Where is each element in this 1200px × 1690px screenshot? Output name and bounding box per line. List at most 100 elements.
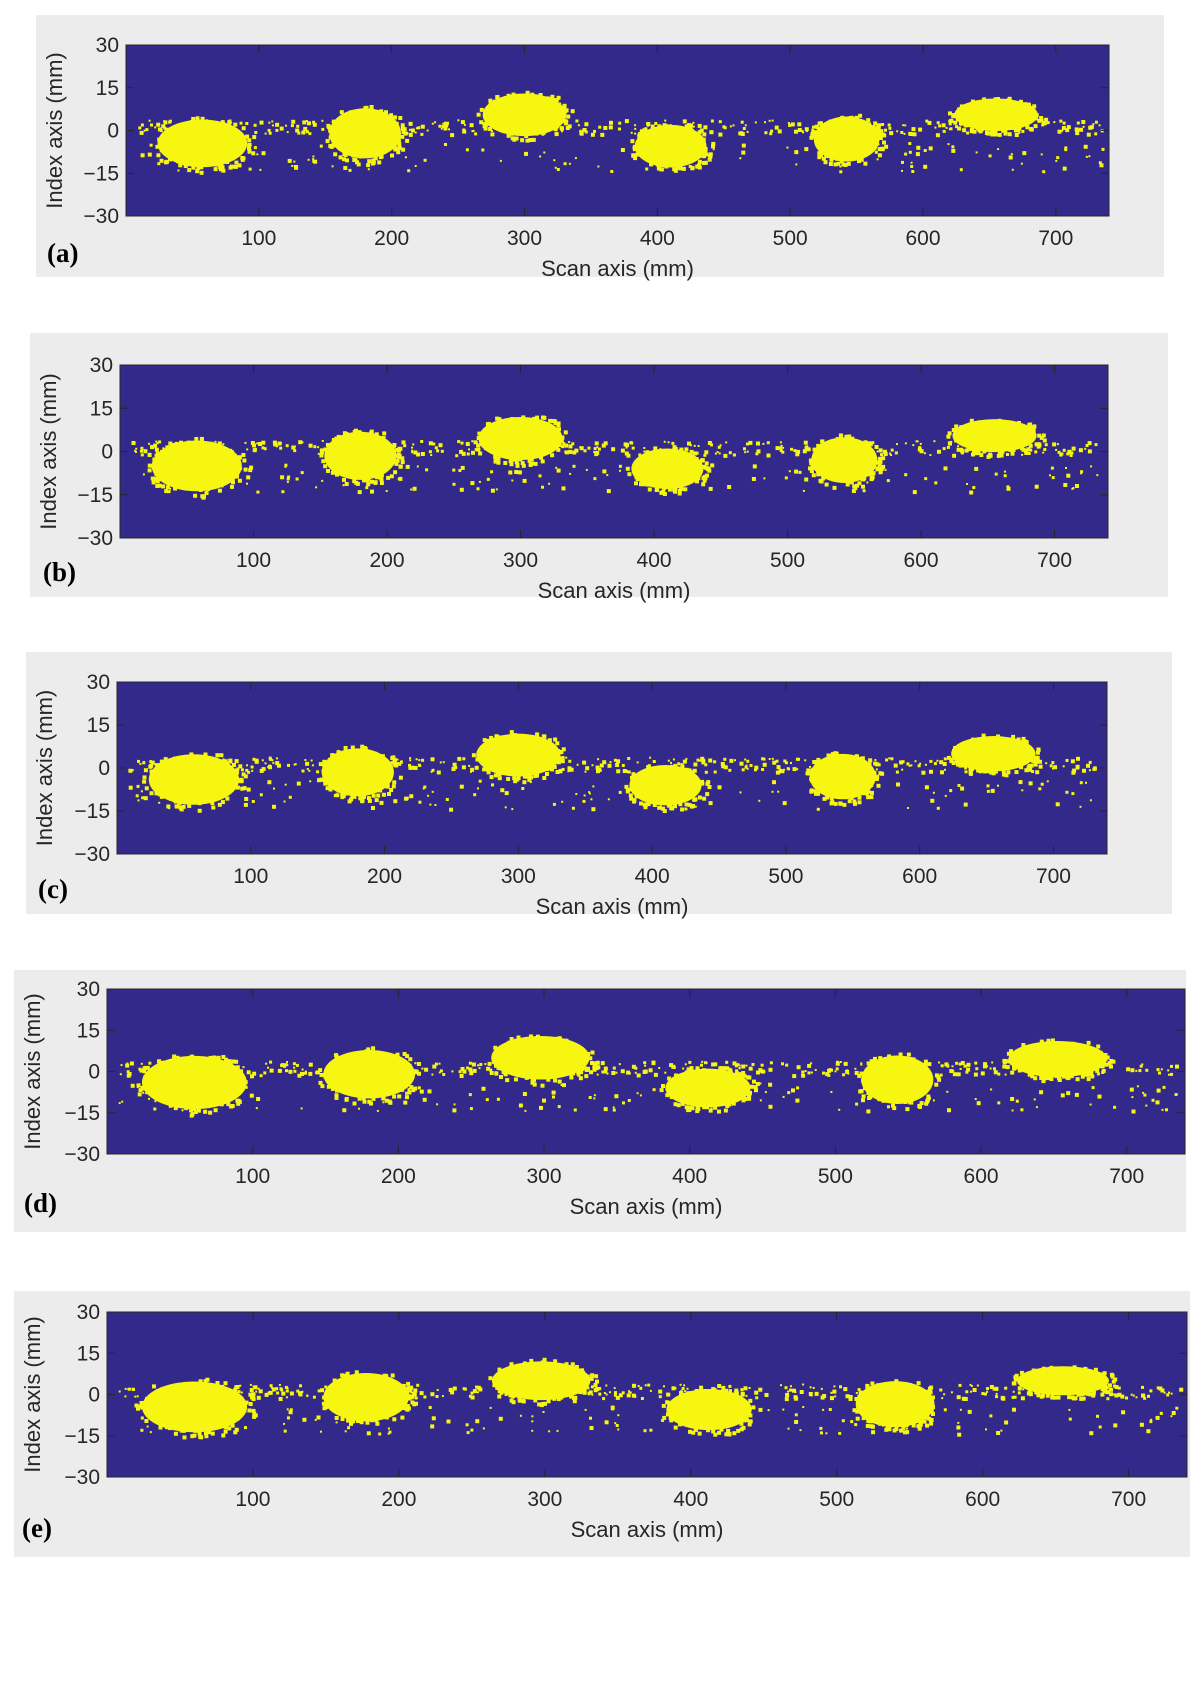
- scatter-pixel: [281, 490, 285, 494]
- scatter-pixel: [997, 148, 1000, 151]
- scatter-pixel: [1010, 153, 1013, 156]
- panel-label-e: (e): [22, 1513, 52, 1543]
- defect-blob-4: [624, 765, 712, 813]
- scatter-pixel: [458, 1070, 462, 1074]
- scatter-pixel: [638, 453, 642, 457]
- scatter-pixel: [410, 488, 413, 491]
- scatter-pixel: [1021, 789, 1024, 792]
- x-tick-label: 300: [503, 549, 538, 572]
- scatter-pixel: [950, 1391, 953, 1394]
- defect-blob-3: [488, 1357, 600, 1408]
- scatter-pixel: [957, 1421, 960, 1424]
- scatter-pixel: [756, 441, 760, 446]
- scatter-pixel: [927, 120, 932, 125]
- scatter-pixel: [988, 154, 992, 158]
- scatter-pixel: [1051, 476, 1055, 480]
- scatter-pixel: [961, 1396, 966, 1401]
- scatter-pixel: [279, 446, 283, 450]
- scatter-pixel: [739, 761, 744, 766]
- scatter-pixel: [133, 442, 136, 445]
- scatter-pixel: [914, 760, 917, 763]
- scatter-pixel: [771, 790, 774, 793]
- scatter-pixel: [915, 440, 918, 443]
- scatter-pixel: [965, 1390, 969, 1394]
- scatter-pixel: [796, 449, 801, 454]
- scatter-pixel: [796, 768, 799, 771]
- scatter-pixel: [643, 1429, 647, 1433]
- scatter-pixel: [822, 1408, 825, 1411]
- scatter-pixel: [271, 1389, 274, 1392]
- scatter-pixel: [452, 1108, 457, 1113]
- scatter-pixel: [620, 1069, 625, 1074]
- scatter-pixel: [1011, 1395, 1015, 1399]
- scatter-pixel: [704, 763, 708, 767]
- scatter-pixel: [832, 1389, 837, 1394]
- defect-blob-4: [625, 445, 712, 496]
- scatter-pixel: [924, 785, 929, 790]
- scatter-pixel: [120, 1064, 123, 1067]
- scatter-pixel: [1132, 1394, 1135, 1397]
- scatter-pixel: [775, 759, 779, 763]
- scatter-pixel: [1143, 1093, 1147, 1097]
- scatter-pixel: [448, 1387, 453, 1392]
- scatter-pixel: [588, 1096, 592, 1099]
- scatter-pixel: [1065, 759, 1069, 762]
- scatter-pixel: [621, 764, 625, 767]
- scatter-pixel: [403, 444, 407, 448]
- defect-blob-2: [318, 1046, 421, 1106]
- scatter-pixel: [556, 468, 561, 473]
- x-axis-title: Scan axis (mm): [538, 578, 691, 603]
- scatter-pixel: [992, 1387, 996, 1391]
- scatter-pixel: [939, 1388, 943, 1392]
- scatter-pixel: [148, 442, 151, 445]
- scatter-pixel: [291, 165, 294, 167]
- scatter-pixel: [985, 1428, 987, 1431]
- scatter-pixel: [1130, 1393, 1133, 1396]
- scatter-pixel: [308, 132, 312, 136]
- scatter-pixel: [131, 1387, 135, 1391]
- scatter-pixel: [1094, 120, 1098, 124]
- scatter-pixel: [887, 1105, 890, 1109]
- scatter-pixel: [542, 1411, 545, 1413]
- scatter-pixel: [755, 452, 759, 456]
- scatter-pixel: [267, 766, 270, 768]
- scatter-pixel: [984, 1392, 987, 1396]
- scatter-pixel: [478, 1387, 483, 1392]
- scatter-pixel: [1003, 131, 1008, 136]
- scatter-pixel: [649, 1428, 653, 1432]
- scatter-pixel: [317, 446, 320, 449]
- scatter-pixel: [400, 760, 403, 763]
- scatter-pixel: [955, 125, 958, 129]
- scatter-pixel: [541, 485, 544, 489]
- scatter-pixel: [1121, 1410, 1126, 1415]
- scatter-pixel: [414, 1062, 417, 1065]
- scatter-pixel: [986, 1387, 989, 1391]
- scatter-pixel: [604, 1070, 608, 1074]
- scatter-pixel: [298, 440, 303, 445]
- scatter-pixel: [1080, 472, 1083, 475]
- scatter-pixel: [1088, 155, 1091, 158]
- scatter-pixel: [738, 1064, 741, 1067]
- scatter-pixel: [671, 441, 675, 445]
- scatter-pixel: [600, 1061, 605, 1066]
- scatter-pixel: [1120, 1394, 1125, 1399]
- scatter-pixel: [928, 146, 933, 151]
- scatter-pixel: [1101, 147, 1105, 151]
- scatter-pixel: [790, 1385, 792, 1388]
- scatter-pixel: [939, 1073, 943, 1077]
- scatter-pixel: [1062, 121, 1066, 125]
- scatter-pixel: [430, 454, 433, 456]
- scatter-pixel: [784, 1397, 789, 1402]
- scatter-pixel: [283, 1064, 286, 1068]
- scatter-pixel: [134, 1395, 137, 1398]
- scatter-pixel: [141, 796, 145, 800]
- scatter-pixel: [482, 121, 486, 125]
- scatter-pixel: [410, 765, 415, 770]
- scatter-pixel: [976, 1384, 979, 1387]
- scatter-pixel: [1064, 148, 1068, 152]
- scatter-pixel: [943, 1393, 946, 1396]
- scatter-pixel: [459, 487, 464, 492]
- scatter-pixel: [251, 800, 255, 803]
- scatter-pixel: [784, 1386, 788, 1390]
- scatter-pixel: [419, 1089, 424, 1094]
